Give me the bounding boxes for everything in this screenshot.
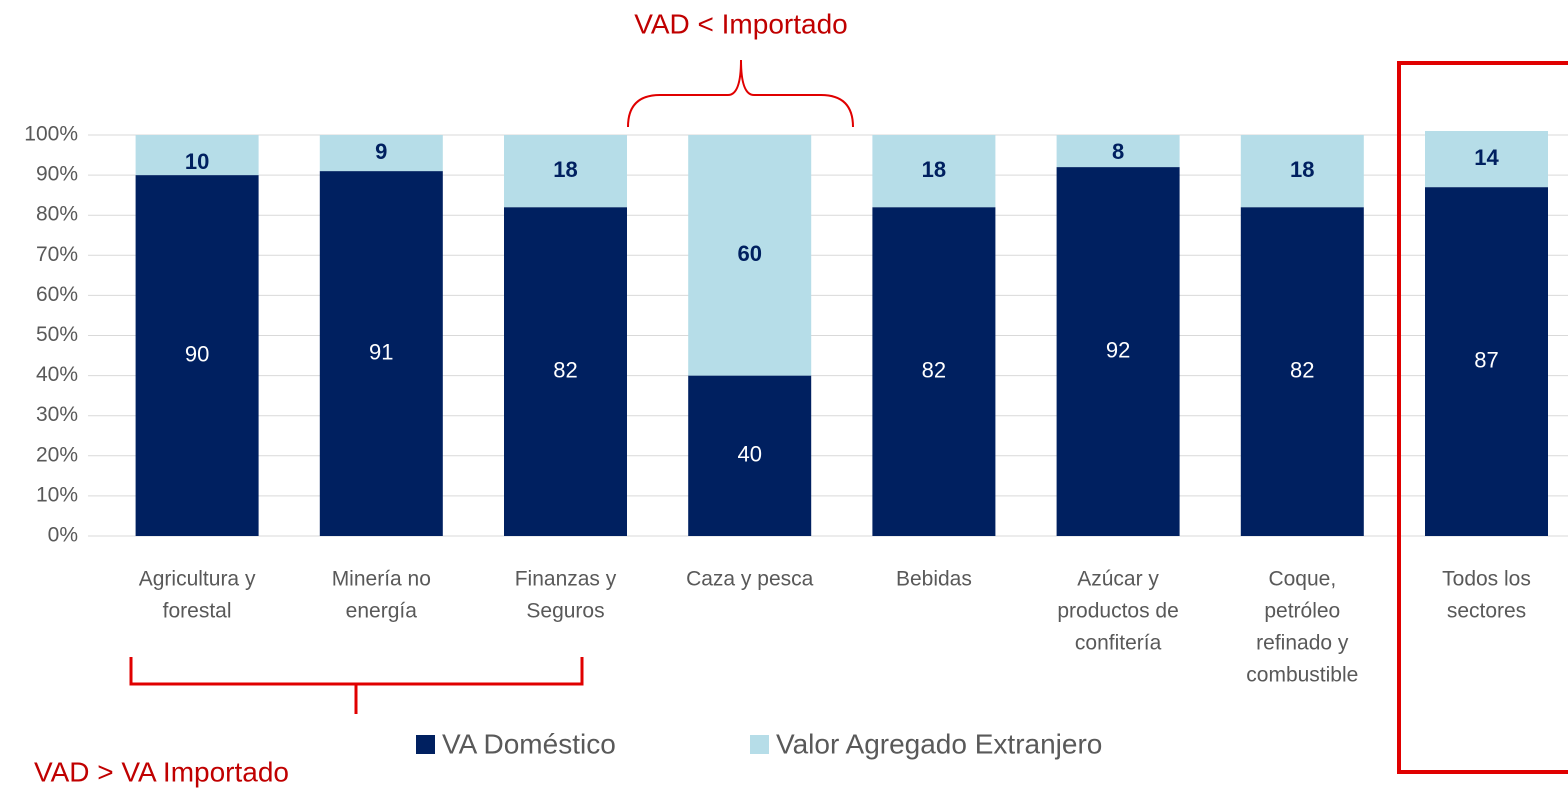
data-label: 90	[185, 341, 209, 366]
x-tick-label: Bebidas	[896, 568, 972, 591]
y-tick-label: 80%	[36, 203, 78, 226]
data-label: 40	[737, 442, 761, 467]
data-label: 9	[375, 139, 387, 164]
x-tick-label: Finanzas y	[515, 568, 617, 591]
data-label: 18	[553, 157, 577, 182]
bracket-bottom	[129, 657, 584, 714]
x-tick-label: forestal	[163, 600, 232, 623]
x-tick-label: confitería	[1075, 632, 1162, 655]
highlight-box	[1397, 61, 1568, 774]
y-tick-label: 20%	[36, 443, 78, 466]
x-tick-label: Azúcar y	[1077, 568, 1159, 591]
y-tick-label: 50%	[36, 323, 78, 346]
x-tick-label: Agricultura y	[139, 568, 256, 591]
bar-segment	[688, 135, 812, 376]
x-tick-label: productos de	[1057, 600, 1178, 623]
bar-segment	[1425, 187, 1548, 536]
bar-segment	[1240, 207, 1364, 536]
x-tick-label: Seguros	[526, 600, 604, 623]
x-tick-label: Minería no	[332, 568, 431, 591]
bar-segment	[1056, 167, 1180, 536]
data-label: 8	[1112, 139, 1124, 164]
x-tick-label: energía	[346, 600, 418, 623]
x-tick-label: petróleo	[1264, 600, 1340, 623]
data-label: 18	[1290, 157, 1314, 182]
y-tick-label: 70%	[36, 243, 78, 266]
legend-label: VA Doméstico	[442, 728, 616, 759]
data-label: 60	[737, 241, 761, 266]
bar-segment	[135, 175, 259, 536]
legend-swatch	[416, 735, 435, 754]
annotation: VAD > VA Importado	[34, 756, 289, 787]
bar-segment	[504, 135, 627, 208]
y-tick-label: 60%	[36, 283, 78, 306]
data-label: 82	[553, 357, 577, 382]
x-tick-label: Todos los	[1442, 568, 1531, 591]
bar-segment	[1240, 135, 1364, 208]
y-tick-label: 100%	[24, 123, 78, 146]
x-tick-label: combustible	[1246, 664, 1358, 687]
y-tick-label: 10%	[36, 483, 78, 506]
bar-segment	[688, 375, 812, 536]
data-label: 91	[369, 339, 393, 364]
y-tick-label: 30%	[36, 403, 78, 426]
bar-segment	[872, 207, 996, 536]
annotation: VAD < Importado	[634, 8, 847, 39]
bar-segment	[1425, 130, 1548, 188]
legend-swatch	[750, 735, 769, 754]
bar-segment	[504, 207, 627, 536]
data-label: 82	[1290, 357, 1314, 382]
x-tick-label: Coque,	[1268, 568, 1336, 591]
legend-label: Valor Agregado Extranjero	[776, 728, 1102, 759]
bar-segment	[135, 135, 259, 176]
data-label: 14	[1474, 145, 1499, 170]
bracket-top	[627, 59, 854, 128]
x-tick-label: Caza y pesca	[686, 568, 814, 591]
data-label: 10	[185, 149, 209, 174]
data-label: 18	[922, 157, 946, 182]
data-label: 92	[1106, 337, 1130, 362]
x-tick-label: refinado y	[1256, 632, 1349, 655]
data-label: 82	[922, 357, 946, 382]
bar-segment	[319, 171, 443, 536]
y-tick-label: 90%	[36, 163, 78, 186]
x-tick-label: sectores	[1447, 600, 1526, 623]
y-tick-label: 40%	[36, 363, 78, 386]
y-tick-label: 0%	[48, 524, 78, 547]
data-label: 87	[1474, 347, 1498, 372]
bars	[135, 130, 1548, 536]
bar-segment	[319, 135, 443, 172]
bar-segment	[872, 135, 996, 208]
bar-segment	[1056, 135, 1180, 168]
